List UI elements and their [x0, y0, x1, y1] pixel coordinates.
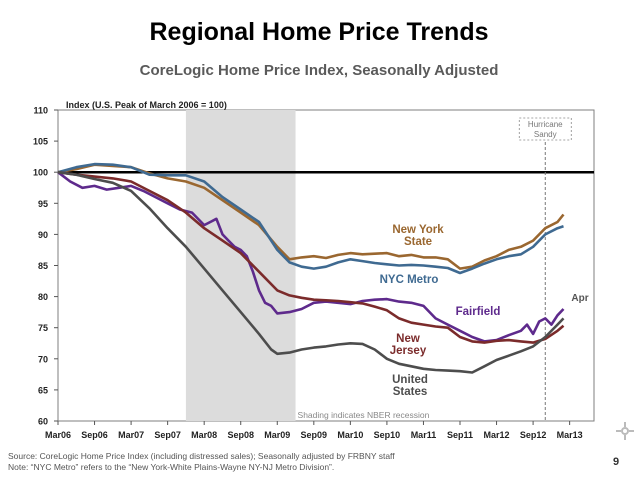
y-tick-label: 85	[38, 261, 48, 271]
y-tick-label: 95	[38, 199, 48, 209]
series-line	[57, 162, 564, 275]
y-tick-label: 110	[33, 106, 48, 116]
y-tick-label: 80	[38, 292, 48, 302]
series-line	[57, 163, 565, 270]
source-note: Source: CoreLogic Home Price Index (incl…	[8, 451, 395, 473]
x-tick-label: Mar12	[484, 430, 510, 440]
x-tick-label: Mar10	[337, 430, 363, 440]
y-tick-label: 90	[38, 230, 48, 240]
x-tick-label: Sep09	[301, 430, 328, 440]
y-tick-label: 65	[38, 385, 48, 395]
x-tick-label: Sep12	[520, 430, 547, 440]
y-axis-title: Index (U.S. Peak of March 2006 = 100)	[66, 100, 227, 110]
series-line	[57, 171, 565, 343]
x-tick-label: Mar07	[118, 430, 144, 440]
x-tick-label: Sep08	[227, 430, 254, 440]
recession-label: Shading indicates NBER recession	[298, 410, 430, 420]
y-tick-label: 70	[38, 354, 48, 364]
page-number: 9	[613, 456, 620, 468]
hurricane-label-box	[518, 117, 572, 141]
x-tick-label: Mar09	[264, 430, 290, 440]
x-tick-label: Mar13	[557, 430, 583, 440]
slide-title: Regional Home Price Trends	[149, 18, 489, 46]
y-tick-label: 60	[38, 417, 48, 427]
note-line: Note: “NYC Metro” refers to the “New Yor…	[8, 462, 335, 472]
series-label: State	[404, 236, 432, 248]
y-tick-label: 100	[33, 168, 48, 178]
x-tick-label: Mar08	[191, 430, 217, 440]
y-tick-label: 75	[38, 323, 48, 333]
series-label: NYC Metro	[380, 274, 439, 286]
series-label: States	[393, 386, 428, 398]
hurricane-label: Sandy	[534, 130, 557, 139]
series-label: United	[392, 374, 428, 386]
x-tick-label: Mar06	[45, 430, 71, 440]
x-tick-label: Sep11	[447, 430, 473, 440]
series-label: New	[396, 333, 420, 345]
end-date-label: Apr	[571, 293, 588, 304]
series-line	[57, 170, 565, 344]
x-tick-label: Sep06	[81, 430, 108, 440]
corner-logo-icon	[616, 422, 634, 440]
x-tick-label: Sep10	[374, 430, 401, 440]
x-tick-label: Mar11	[411, 430, 437, 440]
series-line	[57, 170, 565, 374]
source-line: Source: CoreLogic Home Price Index (incl…	[8, 451, 395, 461]
series-label: Fairfield	[456, 306, 501, 318]
x-tick-label: Sep07	[154, 430, 181, 440]
series-label: New York	[392, 224, 444, 236]
slide-subtitle: CoreLogic Home Price Index, Seasonally A…	[139, 62, 499, 79]
hurricane-label: Hurricane	[528, 120, 563, 129]
recession-shading	[185, 110, 296, 421]
y-tick-label: 105	[33, 137, 48, 147]
series-label: Jersey	[390, 345, 427, 357]
